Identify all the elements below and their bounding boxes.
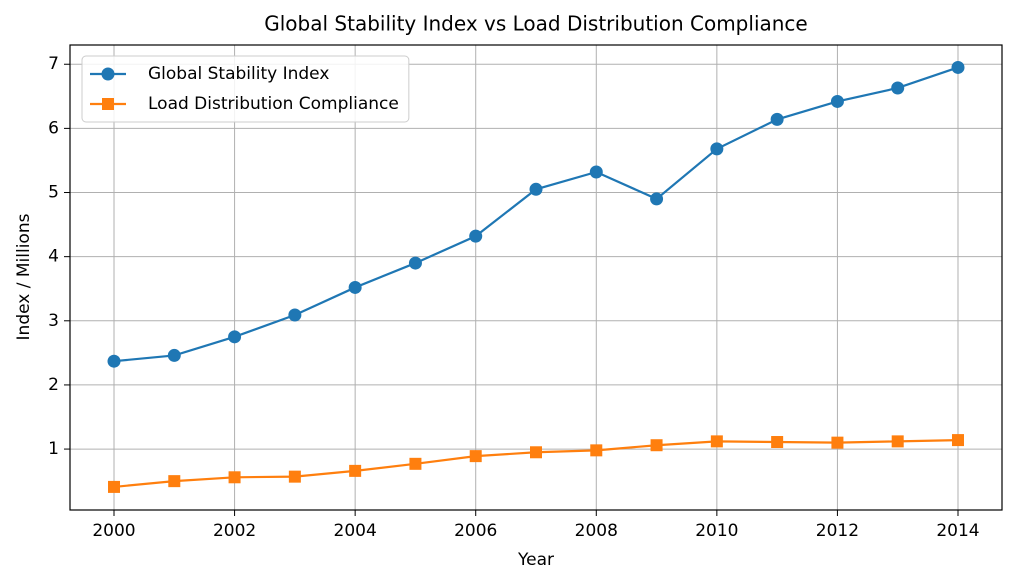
x-tick-label: 2006 <box>454 521 497 541</box>
x-tick-label: 2000 <box>92 521 135 541</box>
marker <box>409 457 422 470</box>
x-axis-label: Year <box>517 550 554 570</box>
marker <box>469 229 483 243</box>
x-tick-label: 2012 <box>816 521 859 541</box>
y-tick-label: 7 <box>48 54 59 74</box>
legend-marker <box>101 67 115 81</box>
y-tick-label: 5 <box>48 183 59 203</box>
marker <box>590 444 603 457</box>
y-tick-label: 1 <box>48 439 59 459</box>
marker <box>951 434 964 447</box>
marker <box>830 94 844 108</box>
plot-frame <box>69 44 1003 511</box>
marker <box>168 475 181 488</box>
y-axis-label: Index / Millions <box>14 213 34 340</box>
legend-box <box>81 55 410 123</box>
marker <box>167 348 181 362</box>
marker <box>228 330 242 344</box>
marker <box>349 464 362 477</box>
marker <box>831 436 844 449</box>
marker <box>529 182 543 196</box>
marker <box>408 256 422 270</box>
marker <box>891 435 904 448</box>
marker <box>770 112 784 126</box>
marker <box>288 470 301 483</box>
x-tick-label: 2008 <box>575 521 618 541</box>
legend-label: Global Stability Index <box>148 64 329 84</box>
marker <box>107 354 121 368</box>
chart-title: Global Stability Index vs Load Distribut… <box>264 12 807 36</box>
x-tick-label: 2004 <box>334 521 377 541</box>
y-tick-label: 3 <box>48 311 59 331</box>
y-tick-label: 2 <box>48 375 59 395</box>
legend-marker <box>102 98 114 110</box>
marker <box>951 60 965 74</box>
y-tick-label: 4 <box>48 247 59 267</box>
marker <box>108 480 121 493</box>
marker <box>650 192 664 206</box>
marker <box>469 450 482 463</box>
marker <box>710 142 724 156</box>
marker <box>228 471 241 484</box>
legend-label: Load Distribution Compliance <box>148 94 399 114</box>
marker <box>710 435 723 448</box>
marker <box>348 280 362 294</box>
marker <box>771 436 784 449</box>
marker <box>288 308 302 322</box>
x-tick-label: 2010 <box>695 521 738 541</box>
y-tick-label: 6 <box>48 118 59 138</box>
legend: Global Stability Index Load Distribution … <box>81 55 410 123</box>
marker <box>589 165 603 179</box>
x-tick-label: 2014 <box>936 521 979 541</box>
x-tick-label: 2002 <box>213 521 256 541</box>
marker <box>891 81 905 95</box>
marker <box>530 446 542 459</box>
marker <box>650 439 663 452</box>
